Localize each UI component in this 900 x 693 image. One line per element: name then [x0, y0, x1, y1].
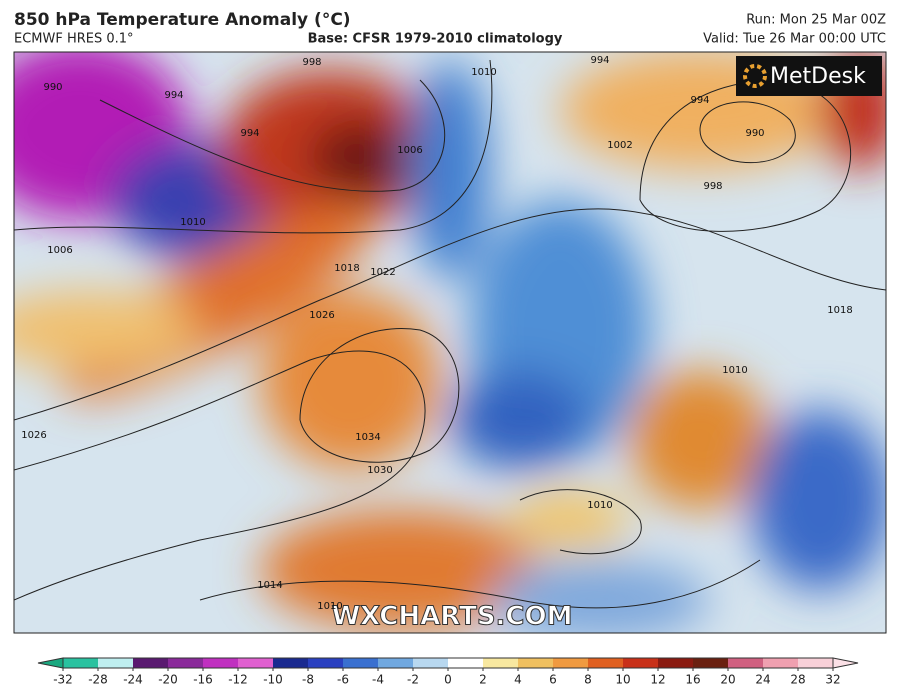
isobar-label: 994 — [164, 90, 183, 101]
isobar-label: 1010 — [587, 500, 612, 511]
isobar-label: 990 — [745, 128, 764, 139]
colorbar-segment — [693, 658, 729, 668]
colorbar-end — [37, 657, 64, 669]
colorbar-tick-label: 16 — [685, 673, 700, 687]
colorbar-segment — [483, 658, 519, 668]
colorbar-tick-label: 10 — [615, 673, 630, 687]
colorbar-segment — [98, 658, 134, 668]
map — [14, 52, 886, 633]
colorbar-segment — [448, 658, 484, 668]
colorbar-segment — [413, 658, 449, 668]
colorbar-tick-label: 20 — [720, 673, 735, 687]
colorbar-segment — [798, 658, 834, 668]
base: Base: CFSR 1979-2010 climatology — [308, 32, 563, 47]
colorbar-tick-label: 8 — [584, 673, 592, 687]
isobar-label: 1030 — [367, 465, 392, 476]
colorbar-segment — [273, 658, 309, 668]
colorbar-tick-label: -12 — [228, 673, 248, 687]
colorbar-segment — [378, 658, 414, 668]
colorbar-tick-label: -28 — [88, 673, 108, 687]
logo-box — [736, 56, 882, 96]
colorbar-tick-label: -2 — [407, 673, 419, 687]
colorbar-tick-label: 2 — [479, 673, 487, 687]
colorbar-tick-label: 24 — [755, 673, 770, 687]
run: Run: Mon 25 Mar 00Z — [746, 13, 886, 28]
isobar-label: 998 — [703, 181, 722, 192]
isobar-label: 1022 — [370, 267, 395, 278]
colorbar-segment — [588, 658, 624, 668]
colorbar-tick-label: -20 — [158, 673, 178, 687]
colorbar-segment — [133, 658, 169, 668]
colorbar-segment — [238, 658, 274, 668]
isobar-label: 1026 — [309, 310, 334, 321]
colorbar-end — [832, 657, 859, 669]
colorbar-segment — [623, 658, 659, 668]
map-frame — [13, 51, 887, 634]
isobar-label: 1006 — [47, 245, 72, 256]
colorbar-segment — [63, 658, 99, 668]
isobar-label: 1010 — [180, 217, 205, 228]
colorbar-tick-label: -16 — [193, 673, 213, 687]
colorbar-segment — [658, 658, 694, 668]
watermark: WXCHARTS.COM — [331, 602, 572, 632]
colorbar-segment — [308, 658, 344, 668]
isobar-label: 1034 — [355, 432, 380, 443]
isobar-label: 1010 — [471, 67, 496, 78]
isobar-label: 990 — [43, 82, 62, 93]
colorbar-segment — [518, 658, 554, 668]
colorbar-tick-label: 28 — [790, 673, 805, 687]
title: 850 hPa Temperature Anomaly (°C) — [14, 10, 351, 30]
colorbar-tick-label: 12 — [650, 673, 665, 687]
colorbar-tick-label: 4 — [514, 673, 522, 687]
colorbar-segment — [728, 658, 764, 668]
colorbar-tick-label: -6 — [337, 673, 349, 687]
isobar-label: 1010 — [317, 601, 342, 612]
colorbar-segment — [203, 658, 239, 668]
isobar-label: 994 — [240, 128, 259, 139]
colorbar: -32 -28 -24 -20 -16 -12 -10 -8 -6 -4 -2 0 2 4 6 8 10 12 16… — [37, 657, 859, 687]
isobar-label: 994 — [590, 55, 609, 66]
colorbar-tick-label: -8 — [302, 673, 314, 687]
colorbar-tick-label: -24 — [123, 673, 143, 687]
model: ECMWF HRES 0.1° — [14, 32, 134, 47]
isobar-label: 998 — [302, 57, 321, 68]
colorbar-tick-label: -32 — [53, 673, 73, 687]
colorbar-tick-label: 6 — [549, 673, 557, 687]
isobar-label: 1014 — [257, 580, 282, 591]
isobar-label: 994 — [690, 95, 709, 106]
isobar-label: 1026 — [21, 430, 46, 441]
colorbar-tick-label: 32 — [825, 673, 840, 687]
isobar-label: 1002 — [607, 140, 632, 151]
logo: MetDesk — [770, 64, 866, 89]
colorbar-segment — [168, 658, 204, 668]
colorbar-tick-label: 0 — [444, 673, 452, 687]
isobar-label: 1018 — [334, 263, 359, 274]
colorbar-segment — [763, 658, 799, 668]
logo-icon — [743, 64, 767, 88]
isobar-label: 1018 — [827, 305, 852, 316]
isobar-label: 1010 — [722, 365, 747, 376]
colorbar-segment — [343, 658, 379, 668]
colorbar-tick-label: -10 — [263, 673, 283, 687]
valid: Valid: Tue 26 Mar 00:00 UTC — [703, 32, 886, 47]
isobar-label: 1006 — [397, 145, 422, 156]
colorbar-tick-label: -4 — [372, 673, 384, 687]
colorbar-segment — [553, 658, 589, 668]
